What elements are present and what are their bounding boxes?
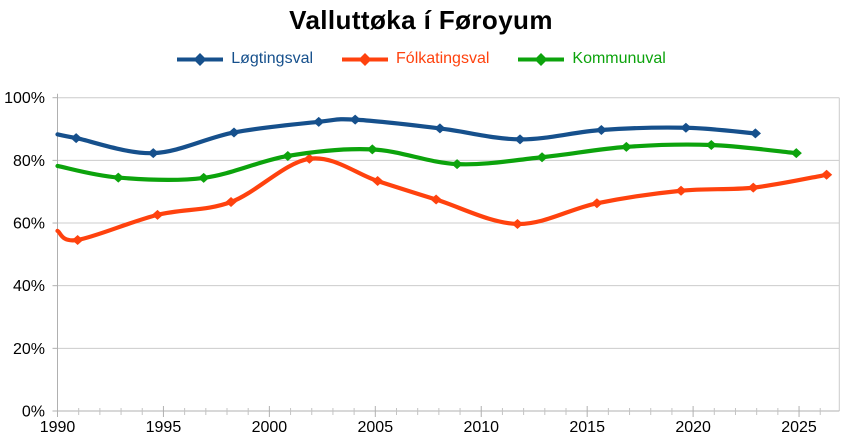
x-tick-label-1995: 1995: [146, 419, 182, 436]
x-tick-label-2010: 2010: [463, 419, 499, 436]
marker-flkatingsval-2022.84: [747, 182, 759, 193]
x-tick-label-2020: 2020: [675, 419, 711, 436]
marker-lgtingsval-2008.05: [434, 123, 446, 134]
legend-item-logtingsval: Løgtingsval: [176, 50, 313, 68]
y-tick-label-60: 60%: [13, 216, 45, 233]
series-line-kommunuval: [55, 142, 799, 183]
y-tick-label-0: 0%: [22, 404, 45, 421]
marker-lgtingsval-2022.94: [749, 128, 761, 139]
marker-flkatingsval-2005.11: [372, 176, 384, 187]
marker-flkatingsval-2015.46: [591, 198, 603, 209]
legend-label: Kommunuval: [572, 50, 666, 67]
marker-flkatingsval-2011.71: [511, 218, 524, 229]
x-tick-label-1990: 1990: [40, 419, 76, 436]
marker-flkatingsval-1998.19: [225, 197, 237, 208]
marker-lgtingsval-2011.83: [514, 134, 526, 145]
marker-lgtingsval-2019.66: [680, 122, 692, 133]
x-tick-label-2025: 2025: [781, 419, 817, 436]
legend-label: Fólkatingsval: [396, 50, 490, 67]
marker-lgtingsval-1990.88: [70, 133, 82, 144]
marker-lgtingsval-2002.33: [313, 116, 325, 127]
line-diamond-swatch-icon: [177, 52, 224, 66]
legend-item-kommunuval: Kommunuval: [517, 50, 666, 68]
marker-lgtingsval-1998.33: [228, 127, 240, 138]
x-tick-label-2000: 2000: [252, 419, 288, 436]
legend-item-folkatingsval: Fólkatingsval: [341, 50, 489, 68]
marker-kommunuval-2000.87: [282, 150, 294, 161]
marker-kommunuval-2016.85: [620, 141, 632, 152]
marker-flkatingsval-2007.87: [430, 194, 442, 205]
marker-lgtingsval-1994.52: [147, 148, 159, 159]
y-tick-label-100: 100%: [4, 90, 45, 107]
marker-kommunuval-2024.87: [790, 148, 802, 159]
line-diamond-swatch-icon: [518, 52, 565, 66]
marker-kommunuval-2004.86: [366, 144, 378, 155]
marker-kommunuval-1992.87: [112, 172, 124, 183]
x-tick-label-2015: 2015: [569, 419, 605, 436]
marker-flkatingsval-2019.43: [675, 185, 687, 196]
marker-flkatingsval-1994.72: [151, 209, 164, 220]
chart-title: Valluttøka í Føroyum: [289, 5, 553, 35]
marker-lgtingsval-2004.05: [349, 114, 361, 125]
marker-lgtingsval-2015.67: [595, 124, 607, 135]
series-line-flkatingsval: [55, 156, 829, 243]
line-diamond-swatch-icon: [342, 52, 389, 66]
legend-label: Løgtingsval: [231, 50, 314, 67]
y-tick-label-20: 20%: [13, 341, 45, 358]
marker-kommunuval-2008.86: [451, 159, 463, 170]
legend: Løgtingsval Fólkatingsval Kommunuval: [0, 50, 842, 68]
marker-kommunuval-1996.9: [198, 172, 210, 183]
marker-flkatingsval-2001.89: [303, 153, 316, 164]
series-line-lgtingsval: [55, 117, 758, 156]
marker-flkatingsval-1990.95: [72, 234, 84, 245]
x-tick-label-2005: 2005: [358, 419, 394, 436]
y-tick-label-40: 40%: [13, 278, 45, 295]
marker-kommunuval-2020.86: [705, 140, 717, 151]
marker-flkatingsval-2026.3: [820, 169, 833, 180]
y-tick-label-80: 80%: [13, 153, 45, 170]
marker-kommunuval-2012.87: [536, 152, 548, 163]
